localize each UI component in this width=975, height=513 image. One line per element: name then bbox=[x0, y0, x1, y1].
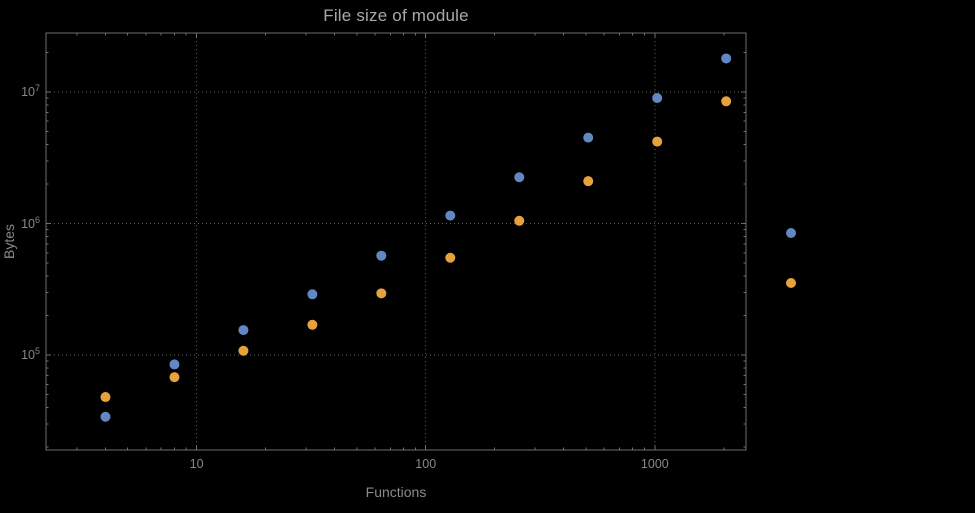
x-tick-label: 10 bbox=[189, 457, 204, 471]
data-point-orange bbox=[238, 345, 249, 356]
legend-marker-blue bbox=[786, 228, 796, 238]
data-point-orange bbox=[514, 215, 525, 226]
legend-marker-orange bbox=[786, 278, 796, 288]
data-point-orange bbox=[169, 372, 180, 383]
y-tick-label: 106 bbox=[21, 214, 40, 231]
y-axis-label-wrap: Bytes bbox=[0, 33, 18, 450]
data-point-blue bbox=[583, 132, 594, 143]
data-point-blue bbox=[445, 210, 456, 221]
data-point-orange bbox=[721, 96, 732, 107]
data-point-orange bbox=[307, 319, 318, 330]
data-point-orange bbox=[100, 392, 111, 403]
x-tick-label: 1000 bbox=[640, 457, 669, 471]
chart-title: File size of module bbox=[323, 6, 469, 25]
data-point-blue bbox=[721, 53, 732, 64]
data-point-blue bbox=[652, 93, 663, 104]
data-point-blue bbox=[307, 289, 318, 300]
data-point-blue bbox=[100, 411, 111, 422]
data-point-orange bbox=[652, 136, 663, 147]
data-point-blue bbox=[238, 325, 249, 336]
x-axis-label-wrap: Functions bbox=[46, 484, 746, 502]
data-point-orange bbox=[583, 176, 594, 187]
y-axis-label: Bytes bbox=[1, 223, 17, 259]
plot-frame bbox=[45, 32, 747, 451]
data-point-blue bbox=[514, 172, 525, 183]
data-point-orange bbox=[376, 288, 387, 299]
x-axis-label: Functions bbox=[365, 484, 427, 500]
y-tick-label: 107 bbox=[21, 83, 40, 100]
x-tick-label: 100 bbox=[415, 457, 437, 471]
data-point-blue bbox=[376, 250, 387, 261]
y-tick-label: 105 bbox=[21, 346, 40, 363]
data-point-blue bbox=[169, 359, 180, 370]
data-point-orange bbox=[445, 252, 456, 263]
